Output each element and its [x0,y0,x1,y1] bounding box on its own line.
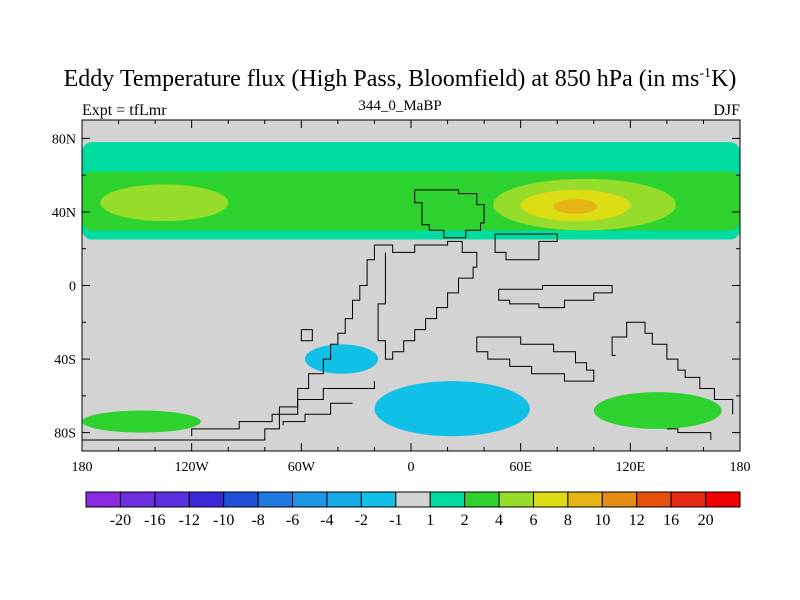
colorbar-label: 20 [698,512,714,529]
contour-region-6 [553,199,598,214]
x-tick-label: 180 [72,460,93,475]
y-tick-label: 40S [54,353,76,368]
continent-outline-8 [611,321,734,415]
season-label: DJF [713,102,740,119]
contour-region-9 [593,392,722,429]
colorbar-swatch [154,491,190,508]
continent-outline-5 [191,381,375,437]
x-tick-label: 180 [730,460,751,475]
y-tick-label: 80S [54,427,76,442]
continent-outline-10 [666,428,712,440]
x-tick-label: 0 [408,460,415,475]
colorbar-label: 6 [529,512,537,529]
colorbar-label: 2 [461,512,469,529]
colorbar-swatch [498,491,534,508]
continent-outline-2 [82,245,375,441]
colorbar-swatch [326,491,362,508]
y-tick-label: 40N [52,206,76,221]
field-fill-layer [82,142,740,437]
colorbar-label: -4 [320,512,333,529]
colorbar-swatch [532,491,569,508]
continent-outline-11 [300,329,313,342]
colorbar-label: -10 [213,512,234,529]
colorbar-swatch [705,491,741,508]
colorbar-swatch [395,491,431,508]
colorbar-swatch [257,491,294,508]
colorbar-label: 1 [426,512,434,529]
y-tick-label: 0 [69,280,76,295]
contour-region-8 [304,344,379,374]
colorbar-label: -2 [355,512,368,529]
continent-outline-layer [82,189,734,441]
continent-outline-3 [374,240,478,360]
continent-outline-9 [498,285,613,309]
contour-region-7 [374,381,530,437]
x-tick-label: 60W [288,460,316,475]
axis-layer: 180 120W 60W 0 60E 120E 180 80N 40N 0 40S 80S [52,120,751,475]
colorbar-label: 16 [663,512,679,529]
colorbar-label: -20 [110,512,131,529]
contour-region-3 [100,184,229,222]
colorbar-swatch [119,491,156,508]
colorbar-swatch [636,491,672,508]
colorbar-label: 10 [594,512,610,529]
x-tick-label: 120E [616,460,646,475]
colorbar-swatch [429,491,466,508]
chart-title: Eddy Temperature flux (High Pass, Bloomf… [63,66,737,92]
colorbar-label: -16 [144,512,165,529]
x-tick-label: 60E [509,460,532,475]
experiment-label: Expt = tfLmr [82,102,167,119]
continent-outline-6 [282,402,353,426]
colorbar-swatch [601,491,638,508]
contour-region-10 [82,410,201,433]
chart-subtitle: 344_0_MaBP [358,98,442,114]
colorbar-label: 12 [629,512,645,529]
colorbar-swatch [188,491,225,508]
colorbar-swatch [292,491,328,508]
colorbar-swatch [464,491,500,508]
y-tick-label: 80N [52,132,76,147]
colorbar-swatch [567,491,603,508]
colorbar-swatch [360,491,397,508]
colorbar-label: -6 [286,512,299,529]
colorbar-label: -8 [251,512,264,529]
colorbar: -20 -16 -12 -10 -8 -6 -4 -2 -1 1 2 4 6 8 10 12 16 20 [85,491,741,529]
continent-outline-7 [476,336,595,382]
colorbar-label: -1 [389,512,402,529]
continent-outline-1 [414,189,485,239]
colorbar-swatch [670,491,707,508]
colorbar-label: -12 [179,512,200,529]
continent-outline-4 [494,233,558,261]
colorbar-swatch [223,491,259,508]
x-tick-label: 120W [175,460,210,475]
colorbar-swatch [85,491,121,508]
colorbar-label: 4 [495,512,503,529]
colorbar-label: 8 [564,512,572,529]
